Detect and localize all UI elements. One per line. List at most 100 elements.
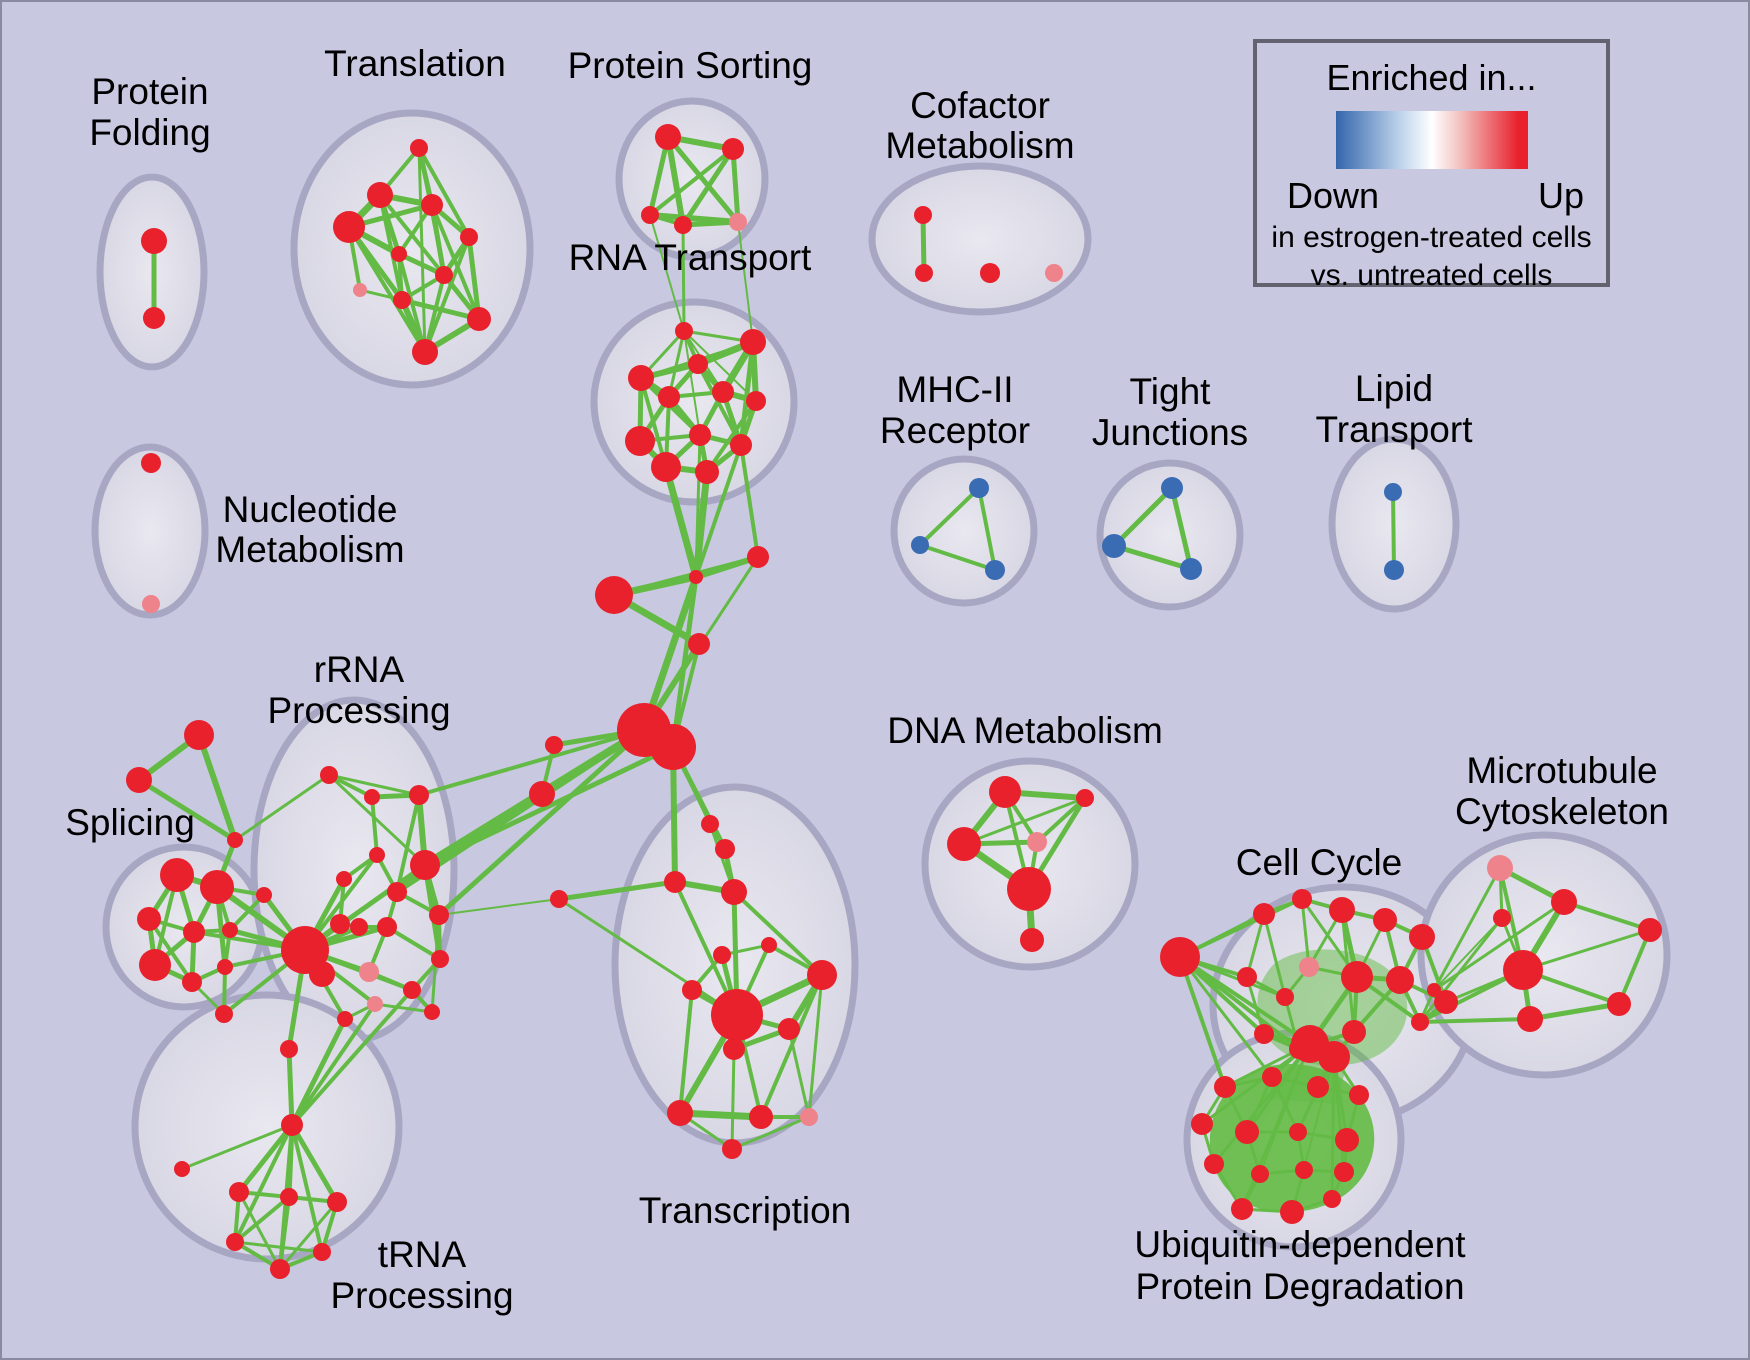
edge — [705, 399, 758, 474]
edge — [1562, 900, 1652, 932]
node — [391, 246, 407, 262]
edge — [278, 1195, 291, 1271]
node — [625, 426, 655, 456]
node — [1027, 832, 1047, 852]
cluster-label-mhc-ii-receptor: Receptor — [880, 410, 1030, 451]
node — [143, 307, 165, 329]
node — [1384, 483, 1402, 501]
edge — [278, 1200, 339, 1271]
cluster-label-microtubule-cytoskeleton: Microtubule — [1466, 750, 1657, 791]
node — [1299, 957, 1319, 977]
edge — [694, 433, 702, 579]
edge — [730, 1115, 811, 1151]
cluster-ellipse-dna-metabolism — [921, 757, 1139, 971]
node — [722, 138, 744, 160]
node — [412, 339, 438, 365]
cluster-ellipse-protein-sorting — [615, 97, 769, 261]
node — [1517, 1006, 1543, 1032]
legend-title: Enriched in... — [1326, 57, 1537, 98]
node — [337, 1011, 353, 1027]
cluster-ellipse-mhc-ii-receptor — [890, 455, 1038, 607]
edge — [289, 1016, 348, 1128]
edge — [290, 1002, 377, 1127]
node — [256, 887, 272, 903]
node — [628, 365, 654, 391]
edge — [1262, 912, 1287, 999]
node — [1251, 1165, 1269, 1183]
edge — [678, 988, 694, 1115]
edge — [667, 329, 686, 399]
edge — [738, 339, 756, 448]
cluster-label-mhc-ii-receptor: MHC-II — [896, 369, 1013, 410]
node — [1487, 855, 1513, 881]
cluster-label-cofactor-metabolism: Metabolism — [885, 125, 1074, 166]
node — [393, 291, 411, 309]
node — [1335, 1128, 1359, 1152]
node — [711, 989, 763, 1041]
node — [227, 832, 243, 848]
cluster-label-splicing: Splicing — [65, 802, 195, 843]
edge — [233, 1123, 294, 1244]
edge — [918, 486, 981, 547]
edge — [417, 146, 471, 239]
edge — [665, 134, 741, 225]
edge — [438, 898, 560, 916]
edge — [1240, 1042, 1312, 1211]
edge — [694, 443, 743, 579]
edge — [1169, 485, 1194, 572]
edge — [1617, 928, 1652, 1006]
node — [1434, 990, 1458, 1014]
node — [1607, 992, 1631, 1016]
edge — [422, 744, 676, 868]
node — [1254, 1024, 1274, 1044]
node — [215, 1005, 233, 1023]
node — [675, 322, 693, 340]
node — [1307, 1076, 1329, 1098]
edge — [347, 225, 427, 354]
node — [367, 996, 383, 1012]
cluster-label-rna-transport: RNA Transport — [569, 237, 812, 278]
legend-gradient-bar — [1335, 111, 1528, 169]
edge — [233, 773, 331, 842]
edge — [385, 925, 442, 961]
edge — [196, 732, 238, 843]
node — [712, 381, 734, 403]
node — [364, 789, 380, 805]
node — [529, 781, 555, 807]
cluster-label-translation: Translation — [324, 43, 506, 84]
node — [336, 871, 352, 887]
edge — [136, 777, 238, 843]
edge — [920, 212, 927, 276]
node — [377, 917, 397, 937]
node — [651, 452, 681, 482]
cluster-label-ubiquitin-degradation: Protein Degradation — [1135, 1266, 1464, 1307]
node — [740, 329, 766, 355]
edge — [1200, 1042, 1312, 1126]
cluster-label-rrna-processing: Processing — [267, 690, 450, 731]
edge — [395, 793, 421, 894]
node — [387, 882, 407, 902]
edge — [1212, 1042, 1312, 1166]
node — [664, 871, 686, 893]
node — [969, 478, 989, 498]
cluster-label-ubiquitin-degradation: Ubiquitin-dependent — [1134, 1224, 1466, 1265]
node — [327, 1192, 347, 1212]
legend: Enriched in... Down Up in estrogen-treat… — [1253, 39, 1610, 292]
node — [915, 264, 933, 282]
node — [467, 307, 491, 331]
edge — [1111, 485, 1175, 549]
cluster-label-trna-processing: tRNA — [378, 1234, 467, 1275]
node — [217, 959, 233, 975]
node — [435, 266, 453, 284]
edge — [612, 555, 760, 597]
edge — [683, 330, 701, 436]
cluster-label-cell-cycle: Cell Cycle — [1236, 842, 1403, 883]
edge — [417, 728, 646, 797]
edge — [1178, 955, 1312, 1046]
node — [1262, 1067, 1282, 1087]
edge — [739, 443, 760, 559]
node — [1231, 1198, 1253, 1220]
cluster-label-trna-processing: Processing — [330, 1275, 513, 1316]
edge — [737, 221, 754, 343]
node — [1007, 867, 1051, 911]
